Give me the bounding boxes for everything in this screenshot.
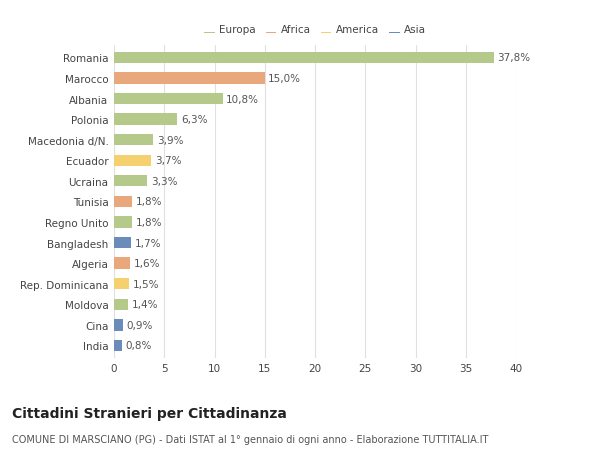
- Bar: [114, 176, 147, 187]
- Text: 1,5%: 1,5%: [133, 279, 159, 289]
- Bar: [114, 279, 129, 290]
- Bar: [114, 319, 123, 331]
- Bar: [114, 340, 122, 351]
- Bar: [114, 134, 153, 146]
- Bar: [114, 94, 223, 105]
- Bar: [114, 196, 132, 207]
- Bar: [114, 53, 494, 64]
- Bar: [114, 73, 265, 84]
- Bar: [114, 237, 131, 249]
- Text: Cittadini Stranieri per Cittadinanza: Cittadini Stranieri per Cittadinanza: [12, 406, 287, 420]
- Text: 1,8%: 1,8%: [136, 197, 162, 207]
- Text: 3,9%: 3,9%: [157, 135, 183, 146]
- Legend: Europa, Africa, America, Asia: Europa, Africa, America, Asia: [205, 24, 425, 34]
- Text: 0,8%: 0,8%: [125, 341, 152, 351]
- Text: 1,4%: 1,4%: [131, 300, 158, 310]
- Bar: [114, 114, 178, 125]
- Text: 37,8%: 37,8%: [497, 53, 530, 63]
- Text: 0,9%: 0,9%: [127, 320, 153, 330]
- Text: 3,3%: 3,3%: [151, 176, 177, 186]
- Bar: [114, 258, 130, 269]
- Text: 1,7%: 1,7%: [134, 238, 161, 248]
- Text: 1,8%: 1,8%: [136, 218, 162, 228]
- Bar: [114, 217, 132, 228]
- Text: 10,8%: 10,8%: [226, 94, 259, 104]
- Text: 1,6%: 1,6%: [134, 258, 160, 269]
- Bar: [114, 155, 151, 167]
- Text: 6,3%: 6,3%: [181, 115, 208, 125]
- Text: 15,0%: 15,0%: [268, 74, 301, 84]
- Bar: [114, 299, 128, 310]
- Text: COMUNE DI MARSCIANO (PG) - Dati ISTAT al 1° gennaio di ogni anno - Elaborazione : COMUNE DI MARSCIANO (PG) - Dati ISTAT al…: [12, 434, 488, 444]
- Text: 3,7%: 3,7%: [155, 156, 181, 166]
